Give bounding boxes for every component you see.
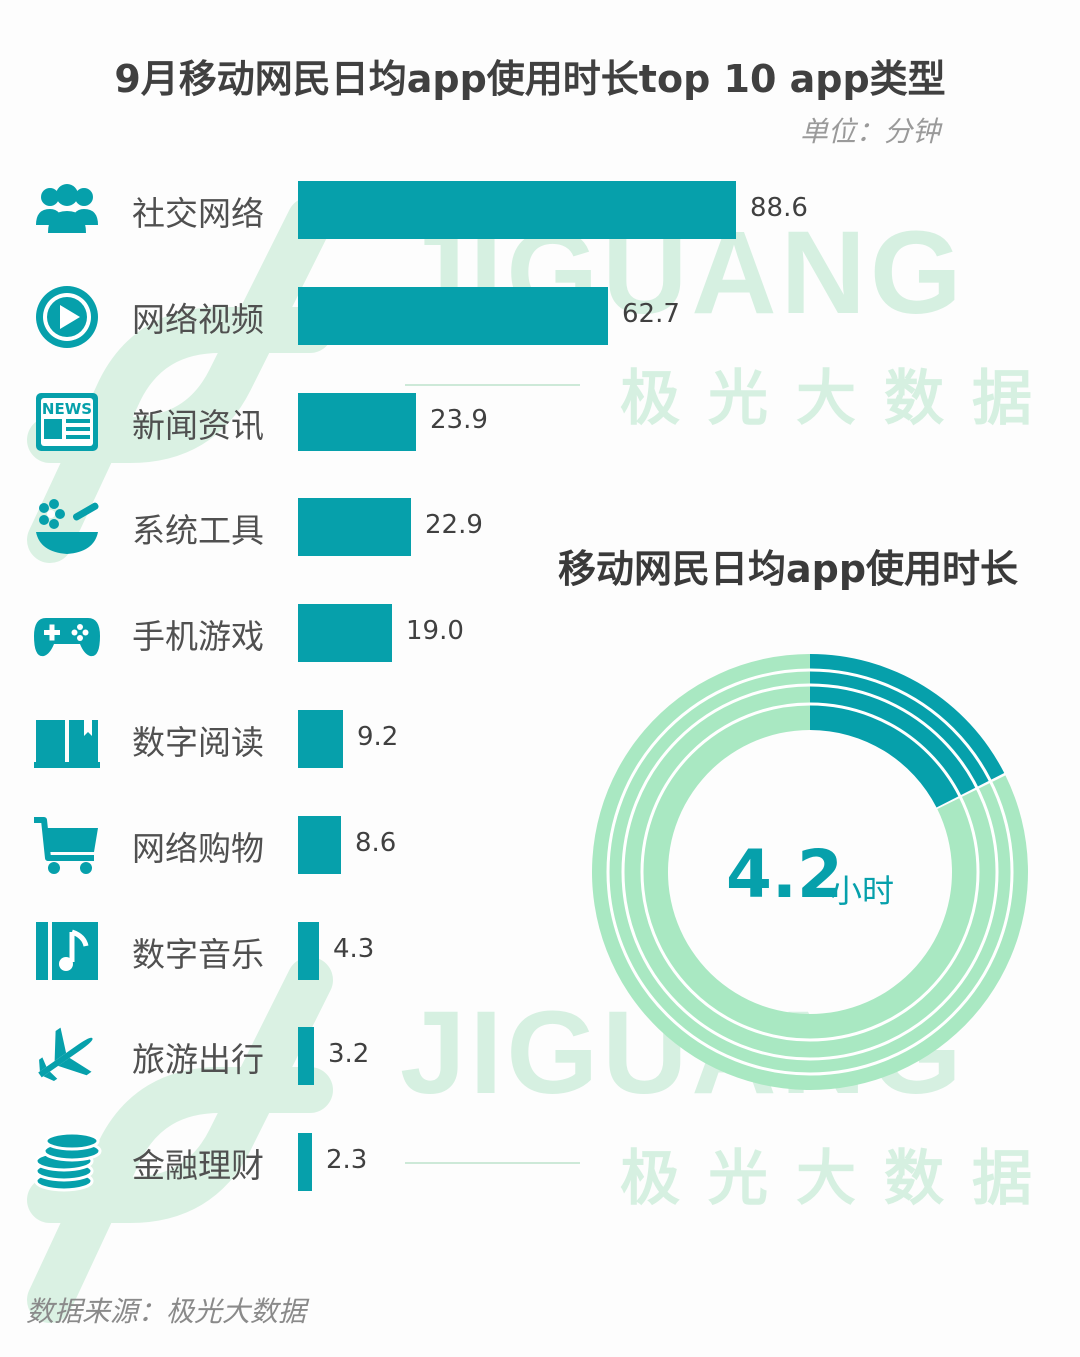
- watermark-divider-top: [405, 384, 580, 386]
- value-label: 4.3: [333, 934, 375, 964]
- bar: [298, 287, 608, 345]
- bar-row: 社交网络 88.6: [0, 181, 808, 241]
- category-label: 系统工具: [132, 511, 264, 550]
- value-label: 19.0: [406, 616, 464, 646]
- value-label: 62.7: [622, 299, 680, 329]
- value-label: 88.6: [750, 193, 808, 223]
- bar-row: 数字阅读 9.2: [0, 710, 600, 770]
- donut-chart: [592, 654, 1028, 1090]
- category-label: 手机游戏: [132, 617, 264, 656]
- bar: [298, 710, 343, 768]
- bar: [298, 393, 416, 451]
- category-label: 金融理财: [132, 1146, 264, 1185]
- tools-icon: [32, 494, 102, 560]
- donut-ring-divider: [621, 683, 999, 1061]
- watermark-divider-bottom: [405, 1162, 580, 1164]
- watermark-cn-bottom: 极光大数据: [620, 1144, 1060, 1214]
- bar-row: 网络视频 62.7: [0, 286, 680, 348]
- category-label: 数字阅读: [132, 723, 264, 762]
- bar-row: NEWS 新闻资讯 23.9: [0, 393, 600, 453]
- category-label: 社交网络: [132, 194, 264, 233]
- music-icon: [32, 918, 102, 984]
- value-label: 2.3: [326, 1145, 368, 1175]
- bar: [298, 816, 341, 874]
- donut-title: 移动网民日均app使用时长: [558, 547, 1019, 591]
- book-icon: [32, 706, 102, 772]
- coins-icon: [32, 1129, 102, 1195]
- donut-remainder: [592, 654, 1028, 1090]
- users-icon: [32, 177, 102, 243]
- bar-row: 金融理财 2.3: [0, 1131, 600, 1193]
- bar: [298, 181, 736, 239]
- unit-label: 单位：分钟: [799, 115, 940, 148]
- watermark-logo-top: [27, 197, 333, 563]
- bar: [298, 498, 411, 556]
- plane-icon: [32, 1023, 102, 1089]
- watermark-logo-bottom: [27, 957, 333, 1323]
- category-label: 网络购物: [132, 829, 264, 868]
- value-label: 3.2: [328, 1039, 370, 1069]
- category-label: 旅游出行: [132, 1040, 264, 1079]
- bar-row: 系统工具 22.9: [0, 498, 600, 558]
- bar-row: 网络购物 8.6: [0, 816, 600, 876]
- bar: [298, 1133, 312, 1191]
- bar-row: 旅游出行 3.2: [0, 1027, 600, 1087]
- gamepad-icon: [32, 600, 102, 666]
- data-source: 数据来源：极光大数据: [26, 1295, 307, 1328]
- value-label: 22.9: [425, 510, 483, 540]
- svg-text:NEWS: NEWS: [42, 400, 92, 418]
- donut-center-unit: 小时: [830, 872, 895, 910]
- chart-title: 9月移动网民日均app使用时长top 10 app类型: [114, 57, 946, 101]
- bar-row: 手机游戏 19.0: [0, 604, 600, 664]
- play-icon: [32, 283, 102, 349]
- bar: [298, 604, 392, 662]
- value-label: 23.9: [430, 405, 488, 435]
- donut-ring-divider: [606, 668, 1014, 1076]
- watermark-cn-top: 极光大数据: [620, 364, 1060, 434]
- category-label: 数字音乐: [132, 935, 264, 974]
- donut-ring-divider: [640, 702, 980, 1042]
- value-label: 8.6: [355, 828, 397, 858]
- category-label: 新闻资讯: [132, 406, 264, 445]
- donut-center-value: 4.2: [726, 836, 843, 913]
- cart-icon: [32, 812, 102, 878]
- bar: [298, 922, 319, 980]
- value-label: 9.2: [357, 722, 399, 752]
- news-icon: NEWS: [32, 389, 102, 455]
- bar: [298, 1027, 314, 1085]
- category-label: 网络视频: [132, 300, 264, 339]
- bar-row: 数字音乐 4.3: [0, 922, 600, 982]
